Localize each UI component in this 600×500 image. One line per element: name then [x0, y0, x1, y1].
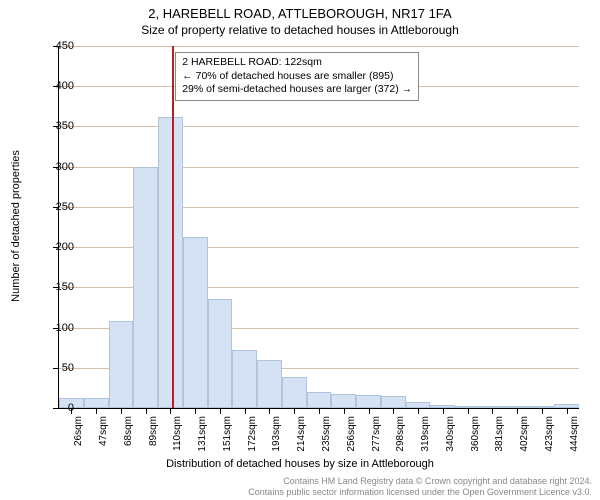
x-tick-label: 235sqm [321, 416, 332, 452]
x-tick-label: 214sqm [296, 416, 307, 452]
footer-text: Contains HM Land Registry data © Crown c… [248, 476, 592, 498]
histogram-bar [109, 321, 134, 408]
histogram-bar [331, 394, 356, 408]
x-tick [319, 408, 320, 414]
x-tick [468, 408, 469, 414]
x-tick-label: 319sqm [420, 416, 431, 452]
y-tick-label: 50 [62, 362, 74, 374]
info-box-line: ← 70% of detached houses are smaller (89… [182, 70, 412, 84]
x-tick [146, 408, 147, 414]
x-tick-label: 47sqm [98, 416, 109, 446]
x-tick-label: 423sqm [544, 416, 555, 452]
histogram-bar [282, 377, 307, 408]
y-tick-label: 400 [56, 80, 74, 92]
x-tick-label: 68sqm [123, 416, 134, 446]
y-tick-label: 300 [56, 161, 74, 173]
x-tick [121, 408, 122, 414]
x-tick [393, 408, 394, 414]
histogram-bar [356, 395, 381, 408]
y-axis-label: Number of detached properties [10, 150, 22, 302]
x-tick [517, 408, 518, 414]
y-tick-label: 450 [56, 40, 74, 52]
marker-line [172, 46, 174, 408]
chart-container: 2, HAREBELL ROAD, ATTLEBOROUGH, NR17 1FA… [0, 0, 600, 500]
x-tick-label: 172sqm [247, 416, 258, 452]
y-tick-label: 150 [56, 281, 74, 293]
grid-line [59, 46, 579, 47]
x-tick-label: 110sqm [172, 416, 183, 451]
x-tick-label: 298sqm [395, 416, 406, 452]
histogram-bar [381, 396, 406, 408]
x-tick-label: 89sqm [148, 416, 159, 446]
chart-title-sub: Size of property relative to detached ho… [0, 21, 600, 37]
y-tick-label: 350 [56, 120, 74, 132]
x-tick [294, 408, 295, 414]
x-tick [245, 408, 246, 414]
x-tick-label: 151sqm [222, 416, 233, 452]
x-tick-label: 26sqm [73, 416, 84, 446]
x-tick [170, 408, 171, 414]
x-tick [567, 408, 568, 414]
info-box: 2 HAREBELL ROAD: 122sqm← 70% of detached… [175, 52, 419, 101]
x-tick [492, 408, 493, 414]
y-tick-label: 200 [56, 241, 74, 253]
histogram-bar [84, 398, 109, 408]
histogram-bar [133, 167, 158, 408]
histogram-bar [307, 392, 332, 408]
x-tick [542, 408, 543, 414]
grid-line [59, 126, 579, 127]
histogram-bar [232, 350, 257, 408]
x-tick-label: 193sqm [271, 416, 282, 452]
chart-title-main: 2, HAREBELL ROAD, ATTLEBOROUGH, NR17 1FA [0, 0, 600, 21]
y-tick-label: 0 [68, 402, 74, 414]
x-tick-label: 360sqm [470, 416, 481, 452]
x-tick [418, 408, 419, 414]
x-tick [195, 408, 196, 414]
x-tick [269, 408, 270, 414]
y-tick-label: 250 [56, 201, 74, 213]
histogram-bar [257, 360, 282, 408]
footer-line1: Contains HM Land Registry data © Crown c… [248, 476, 592, 487]
x-tick-label: 444sqm [569, 416, 580, 452]
histogram-bar [158, 117, 183, 408]
x-tick-label: 381sqm [494, 416, 505, 452]
histogram-bar [183, 237, 208, 408]
x-tick-label: 256sqm [346, 416, 357, 452]
x-tick [369, 408, 370, 414]
footer-line2: Contains public sector information licen… [248, 487, 592, 498]
y-tick [53, 368, 59, 369]
info-box-line: 2 HAREBELL ROAD: 122sqm [182, 56, 412, 70]
x-tick [443, 408, 444, 414]
x-tick [220, 408, 221, 414]
x-tick-label: 340sqm [445, 416, 456, 452]
info-box-line: 29% of semi-detached houses are larger (… [182, 83, 412, 97]
x-tick [96, 408, 97, 414]
x-tick-label: 131sqm [197, 416, 208, 452]
x-tick-label: 277sqm [371, 416, 382, 452]
histogram-bar [208, 299, 233, 408]
x-tick [344, 408, 345, 414]
x-tick-label: 402sqm [519, 416, 530, 452]
x-axis-label: Distribution of detached houses by size … [0, 458, 600, 470]
y-tick-label: 100 [56, 322, 74, 334]
y-tick [53, 408, 59, 409]
